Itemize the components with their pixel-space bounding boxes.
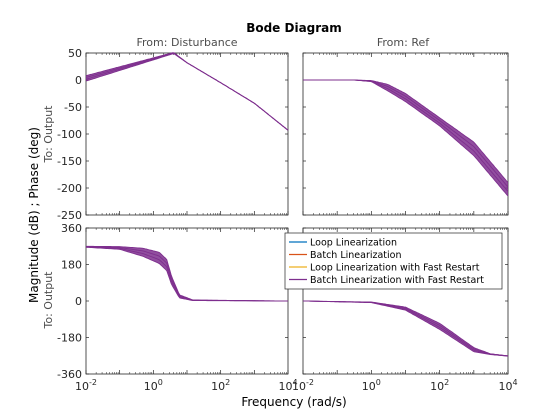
legend-entry: Loop Linearization <box>310 238 397 249</box>
y-tick-label: -150 <box>57 155 82 168</box>
series-line <box>303 300 509 357</box>
x-tick-label: 10-2 <box>75 378 97 393</box>
y-tick-label: 360 <box>61 222 82 235</box>
column-title-ref: From: Ref <box>377 36 430 49</box>
legend-box <box>284 232 503 290</box>
x-tick-label: 100 <box>362 378 381 393</box>
column-title-disturbance: From: Disturbance <box>136 36 237 49</box>
series-line <box>85 53 289 131</box>
y-tick-label: -50 <box>64 101 82 114</box>
y-tick-label: -200 <box>57 182 82 195</box>
y-tick-label: -180 <box>57 332 82 345</box>
series-line <box>303 79 509 197</box>
row-label-phase: To: Output <box>42 271 55 330</box>
x-tick-label: 104 <box>278 378 297 393</box>
x-tick-label: 10-2 <box>292 378 314 393</box>
panel-disturbance-phase: 360 180 0 -180 -360 <box>57 222 289 381</box>
y-tick-label: -360 <box>57 368 82 381</box>
legend-entry: Batch Linearization with Fast Restart <box>310 275 484 286</box>
series-line <box>85 246 288 302</box>
chart-title: Bode Diagram <box>246 21 342 35</box>
x-tick-label: 100 <box>144 378 163 393</box>
panel-disturbance-magnitude: 50 0 -50 -100 -150 -200 -250 <box>57 47 289 222</box>
legend-entry: Batch Linearization <box>310 250 402 261</box>
y-tick-label: 0 <box>75 295 82 308</box>
response-band <box>303 80 508 197</box>
axes-frame <box>85 52 289 216</box>
y-tick-label: 0 <box>75 74 82 87</box>
x-tick-label: 104 <box>498 378 517 393</box>
legend-entry: Loop Linearization with Fast Restart <box>310 263 480 274</box>
y-tick-label: 180 <box>61 259 82 272</box>
y-axis-label: Magnitude (dB) ; Phase (deg) <box>27 127 41 303</box>
x-tick-label: 102 <box>211 378 230 393</box>
axes-frame <box>302 52 509 216</box>
x-axis-label: Frequency (rad/s) <box>241 395 346 409</box>
y-tick-label: -250 <box>57 209 82 222</box>
y-tick-label: -100 <box>57 128 82 141</box>
row-label-magnitude: To: Output <box>42 105 55 164</box>
x-tick-label: 102 <box>430 378 449 393</box>
y-tick-label: 50 <box>68 47 82 60</box>
panel-ref-magnitude <box>302 52 509 216</box>
